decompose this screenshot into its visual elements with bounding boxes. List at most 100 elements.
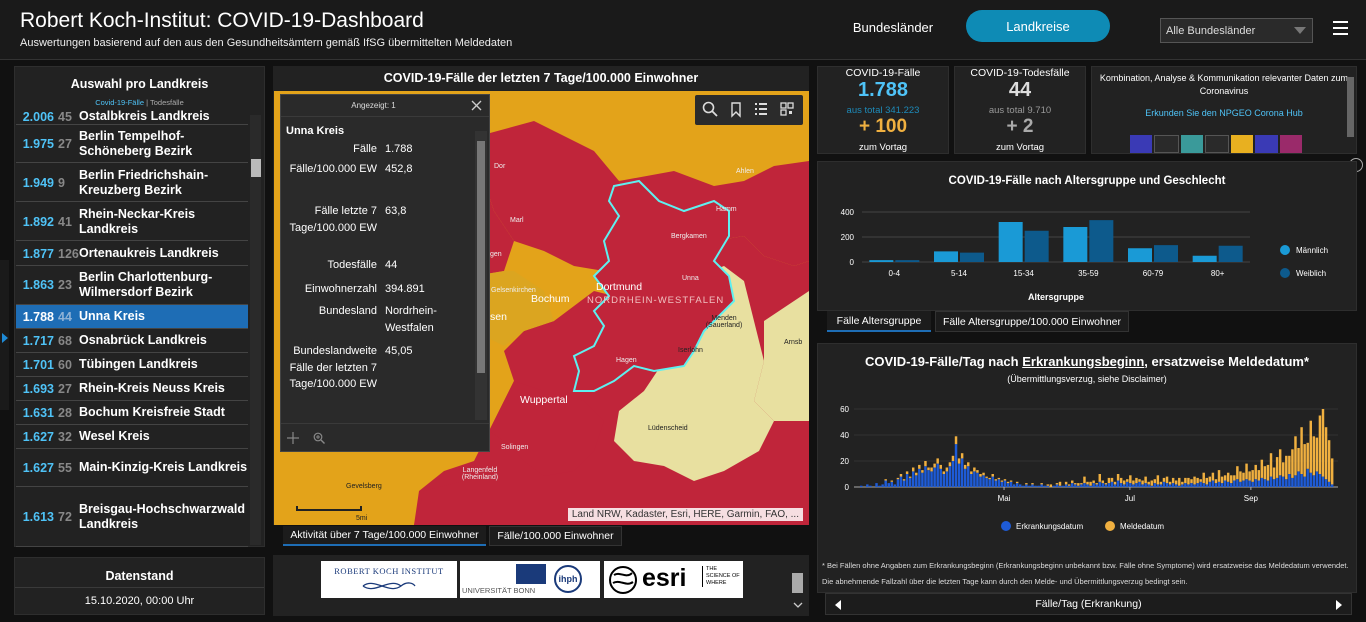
daily-bar-meldedatum [1251, 470, 1254, 482]
search-icon[interactable] [701, 100, 719, 118]
list-item[interactable]: 1.627 55 Main-Kinzig-Kreis Landkreis [16, 449, 248, 487]
hub-link[interactable]: Erkunden Sie den NPGEO Corona Hub [1145, 108, 1303, 118]
map-view[interactable]: Dortmund NORDRHEIN-WESTFALEN Bochum Wupp… [274, 91, 809, 525]
hamburger-menu-icon[interactable] [1333, 21, 1348, 35]
expand-arrow-icon[interactable] [2, 333, 8, 343]
chevron-left-icon[interactable] [835, 600, 841, 610]
list-item-cases: 1.892 [22, 214, 54, 229]
qr-grid-icon[interactable] [778, 100, 796, 118]
divider [15, 587, 264, 588]
daily-bar-meldedatum [951, 455, 955, 461]
daily-bar-meldedatum [902, 479, 906, 481]
daily-bar-meldedatum [1110, 477, 1114, 482]
list-item[interactable]: 1.877 126 Ortenaukreis Landkreis [16, 242, 248, 266]
daily-bar-meldedatum [1126, 479, 1129, 482]
daily-title-link[interactable]: Erkrankungsbeginn [1022, 354, 1145, 369]
unna-selected-outline[interactable] [572, 179, 736, 392]
list-scrollbar[interactable] [250, 115, 261, 545]
chevron-down-icon[interactable] [793, 601, 803, 609]
age-bar[interactable] [998, 222, 1023, 262]
age-bar[interactable] [960, 252, 984, 262]
hub-scrollbar[interactable] [1345, 69, 1356, 153]
list-item[interactable]: 1.627 32 Wesel Kreis [16, 425, 248, 449]
hub-scroll-thumb[interactable] [1347, 77, 1354, 137]
age-bar[interactable] [1089, 220, 1114, 262]
popup-scroll-thumb[interactable] [477, 141, 485, 373]
daily-bar-erkrankung [1092, 483, 1095, 487]
zoom-to-icon[interactable] [313, 432, 325, 444]
daily-bar-erkrankung [1190, 483, 1193, 487]
chevron-right-icon[interactable] [1336, 600, 1342, 610]
daily-bar-meldedatum [1092, 480, 1095, 484]
daily-bar-meldedatum [1015, 481, 1019, 484]
logo-scroll-thumb[interactable] [792, 573, 803, 593]
daily-bar-erkrankung [951, 461, 955, 487]
bookmark-icon[interactable] [727, 100, 745, 118]
app-subtitle: Auswertungen basierend auf den aus den G… [20, 37, 513, 49]
list-item[interactable]: 1.613 72 Breisgau-Hochschwarzwald Landkrei… [16, 488, 248, 547]
popup-scrollbar[interactable] [475, 131, 487, 420]
list-item[interactable]: 1.701 60 Tübingen Landkreis [16, 353, 248, 377]
daily-bar-meldedatum [976, 470, 979, 473]
map-label-arnsberg: Arnsb [784, 339, 803, 346]
ihph-logo: ihph [554, 565, 582, 593]
age-bar[interactable] [1218, 245, 1243, 262]
popup-attributes: Fälle 1.788 Fälle/100.000 EW 452,8 Fälle let… [281, 141, 477, 421]
list-item[interactable]: 1.975 27 Berlin Tempelhof-Schöneberg Bezir… [16, 125, 248, 163]
daily-bar-erkrankung [1077, 485, 1080, 487]
move-icon[interactable] [287, 432, 299, 444]
list-item[interactable]: 1.892 41 Rhein-Neckar-Kreis Landkreis [16, 203, 248, 241]
list-item[interactable]: 2.006 45 Ostalbkreis Landkreis [16, 109, 248, 125]
age-bar[interactable] [1024, 230, 1049, 262]
uni-bonn-logo[interactable]: UNIVERSITÄT BONN ihph [460, 561, 600, 598]
daily-bar-meldedatum [1300, 427, 1303, 474]
list-item[interactable]: 1.717 68 Osnabrück Landkreis [16, 329, 248, 353]
age-bar[interactable] [1154, 245, 1178, 262]
tab-faelle-100000[interactable]: Fälle/100.000 Einwohner [489, 526, 622, 546]
tab-aktivitaet-7-tage[interactable]: Aktivität über 7 Tage/100.000 Einwohner [283, 526, 486, 546]
map-label-solingen: Solingen [501, 444, 529, 451]
list-item[interactable]: 1.693 27 Rhein-Kreis Neuss Kreis [16, 377, 248, 401]
list-item[interactable]: 1.949 9 Berlin Friedrichshain-Kreuzberg Be… [16, 164, 248, 202]
hub-icon-strip[interactable] [1130, 135, 1302, 153]
list-item-name: Rhein-Kreis Neuss Kreis [79, 381, 225, 395]
daily-bar-meldedatum [1272, 467, 1276, 480]
daily-bar-meldedatum [1294, 436, 1297, 476]
daily-bar-erkrankung [1303, 476, 1306, 487]
daily-bar-meldedatum [933, 463, 936, 468]
daily-bar-erkrankung [1242, 480, 1245, 487]
daily-bar-erkrankung [1321, 476, 1325, 487]
esri-logo[interactable]: esri THE SCIENCE OF WHERE [604, 561, 743, 598]
list-item[interactable]: 1.788 44 Unna Kreis [16, 305, 248, 329]
age-bar[interactable] [1128, 248, 1152, 262]
tab-faelle-altersgruppe-100000[interactable]: Fälle Altersgruppe/100.000 Einwohner [935, 311, 1129, 332]
map-toolbar [695, 95, 803, 125]
bundeslaender-button[interactable]: Bundesländer [852, 19, 934, 35]
landkreise-button[interactable]: Landkreise [966, 10, 1110, 42]
daily-bar-meldedatum [1257, 470, 1261, 481]
daily-bar-meldedatum [960, 453, 964, 459]
legend-list-icon[interactable] [752, 100, 770, 118]
daily-bar-meldedatum [1278, 449, 1282, 476]
list-item[interactable]: 1.631 28 Bochum Kreisfreie Stadt [16, 401, 248, 425]
map-label-wuppertal: Wuppertal [520, 394, 568, 406]
close-icon[interactable] [471, 100, 482, 111]
bundesland-select[interactable]: Alle Bundesländer [1160, 18, 1313, 43]
age-bar[interactable] [1192, 255, 1217, 262]
list-item[interactable]: 1.863 23 Berlin Charlottenburg-Wilmersdorf… [16, 266, 248, 305]
age-bar[interactable] [895, 260, 920, 262]
age-bar[interactable] [1063, 227, 1088, 262]
rki-logo[interactable]: ROBERT KOCH INSTITUT [321, 561, 457, 598]
daily-bar-meldedatum [918, 464, 921, 469]
deaths-title: COVID-19-Todesfälle [970, 67, 1070, 79]
daily-bar-erkrankung [1071, 483, 1074, 487]
popup-row-key: Einwohnerzahl [304, 283, 377, 295]
tab-faelle-altersgruppe[interactable]: Fälle Altersgruppe [827, 311, 931, 332]
age-bar[interactable] [934, 251, 958, 262]
logo-scrollbar[interactable] [789, 557, 806, 613]
popup-row-key: Fälle [353, 143, 377, 155]
daily-bar-erkrankung [1107, 483, 1111, 487]
landkreis-list[interactable]: 2.006 45 Ostalbkreis Landkreis 1.975 27 Berli… [16, 109, 248, 547]
age-bar[interactable] [869, 260, 894, 262]
list-scroll-thumb[interactable] [251, 159, 261, 177]
